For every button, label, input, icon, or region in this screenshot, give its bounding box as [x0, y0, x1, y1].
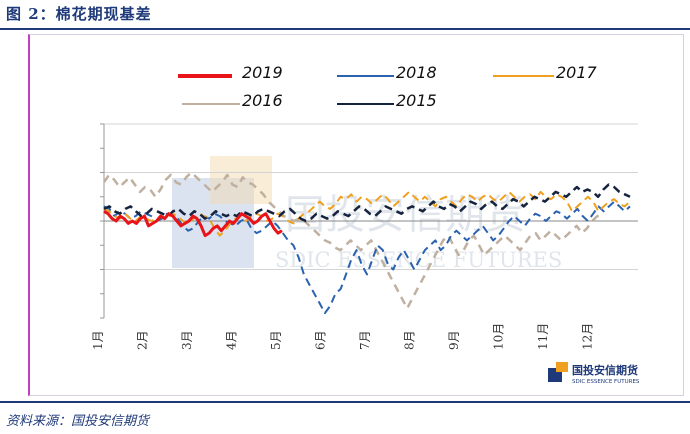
- x-tick-label: 11月: [536, 323, 550, 350]
- series-line-2016: [102, 171, 603, 310]
- logo-name: 国投安信期货: [572, 363, 638, 377]
- series-line-2015: [103, 183, 631, 223]
- x-tick-label: 3月: [180, 330, 194, 350]
- x-tick-labels: 1月 2月 3月 4月 5月 6月 7月 8月 9月 10月 11月 12月: [91, 323, 595, 350]
- series-line-2019: [103, 210, 283, 238]
- legend-label-2017: 2017: [556, 63, 598, 82]
- x-tick-label: 1月: [91, 330, 105, 350]
- x-tick-label: 5月: [269, 330, 283, 350]
- x-tick-label: 4月: [225, 330, 239, 350]
- footer-rule: [0, 401, 690, 403]
- page-title: 图 2：棉花期现基差: [6, 5, 152, 23]
- legend-label-2018: 2018: [396, 63, 437, 82]
- axes: [100, 123, 638, 319]
- watermark: 国投安信期货 SDIC ESSENCE FUTURES: [172, 156, 562, 272]
- x-tick-label: 2月: [136, 330, 150, 350]
- chart-frame: [28, 34, 684, 396]
- x-tick-label: 7月: [358, 330, 372, 350]
- legend-label-2016: 2016: [242, 91, 283, 110]
- x-tick-label: 6月: [314, 330, 328, 350]
- legend-label-2015: 2015: [396, 91, 437, 110]
- x-tick-label: 12月: [581, 323, 595, 350]
- series-layer: [102, 171, 631, 315]
- x-tick-label: 8月: [403, 330, 417, 350]
- x-tick-label: 9月: [447, 330, 461, 350]
- brand-logo: 国投安信期货 SDIC ESSENCE FUTURES: [548, 362, 640, 385]
- series-line-2017: [103, 190, 631, 237]
- logo-sub: SDIC ESSENCE FUTURES: [572, 379, 640, 385]
- logo-square-orange: [556, 362, 568, 372]
- source-note: 资料来源：国投安信期货: [6, 414, 150, 429]
- x-tick-label: 10月: [492, 323, 506, 350]
- series-line-2018: [103, 200, 631, 315]
- title-rule: [0, 28, 690, 30]
- watermark-cn: 国投安信期货: [285, 192, 525, 238]
- legend: 2019 2018 2017 2016 2015: [178, 63, 598, 110]
- legend-label-2019: 2019: [242, 63, 283, 82]
